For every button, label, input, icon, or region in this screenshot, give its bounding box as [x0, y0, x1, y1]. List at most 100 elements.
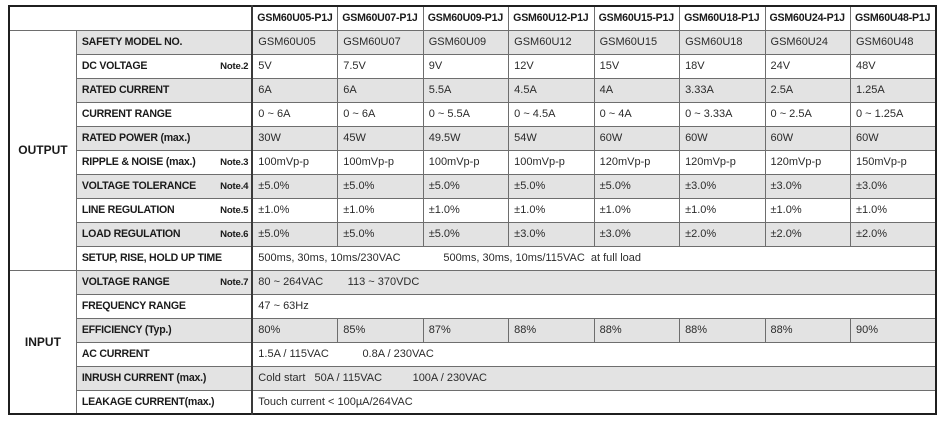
spec-value-cell: 5V	[251, 53, 339, 79]
spec-span-cell: Touch current < 100µA/264VAC	[251, 389, 937, 415]
spec-row: RIPPLE & NOISE (max.) Note.3 100mVp-p 100mV…	[9, 149, 937, 175]
row-label-text: LINE REGULATION	[81, 204, 175, 216]
corner-cell	[8, 5, 254, 31]
spec-value-cell: 88%	[508, 317, 595, 343]
spec-value-cell: 6A	[337, 77, 424, 103]
row-label: INRUSH CURRENT (max.)	[75, 365, 254, 391]
row-label-text: LEAKAGE CURRENT(max.)	[81, 395, 215, 408]
spec-row: RATED CURRENT 6A 6A 5.5A 4.5A 4A 3.33A 2.5A 1.25…	[9, 77, 937, 103]
spec-value-cell: 0 ~ 4A	[593, 101, 681, 127]
spec-row: SETUP, RISE, HOLD UP TIME 500ms, 30ms, 10…	[9, 245, 937, 271]
spec-value-cell: 45W	[337, 125, 424, 151]
model-column-header: GSM60U12-P1J	[508, 5, 595, 31]
spec-span-cell: 80 ~ 264VAC 113 ~ 370VDC	[251, 269, 937, 295]
spec-value-cell: ±3.0%	[849, 173, 937, 199]
spec-row: LINE REGULATION Note.5 ±1.0% ±1.0% ±1.0% ±1.0…	[9, 197, 937, 223]
spec-value-cell: 120mVp-p	[764, 149, 851, 175]
row-label-text: VOLTAGE TOLERANCE	[81, 180, 196, 192]
spec-value-cell: 60W	[764, 125, 851, 151]
spec-value-cell: ±1.0%	[764, 197, 851, 223]
spec-value-cell: 88%	[593, 317, 681, 343]
spec-row: VOLTAGE TOLERANCE Note.4 ±5.0% ±5.0% ±5.0% ±5…	[9, 173, 937, 199]
row-label: SETUP, RISE, HOLD UP TIME	[75, 245, 254, 271]
row-note: Note.5	[220, 204, 249, 216]
row-label-text: AC CURRENT	[81, 348, 150, 360]
spec-value-cell: 0 ~ 3.33A	[679, 101, 766, 127]
spec-value-cell: 0 ~ 4.5A	[508, 101, 595, 127]
spec-value-cell: GSM60U12	[508, 29, 595, 55]
spec-value-cell: GSM60U07	[337, 29, 424, 55]
row-label-text: DC VOLTAGE	[81, 60, 148, 72]
row-label-text: INRUSH CURRENT (max.)	[81, 372, 207, 384]
spec-value-cell: 100mVp-p	[422, 149, 510, 175]
model-column-header: GSM60U09-P1J	[422, 5, 510, 31]
spec-value-cell: 120mVp-p	[593, 149, 681, 175]
row-note: Note.6	[220, 228, 249, 240]
spec-value-cell: GSM60U48	[849, 29, 937, 55]
section-label-output: OUTPUT	[8, 29, 77, 271]
row-label-text: VOLTAGE RANGE	[81, 276, 170, 288]
spec-value-cell: 2.5A	[764, 77, 851, 103]
spec-row: AC CURRENT 1.5A / 115VAC 0.8A / 230VAC	[9, 341, 937, 367]
spec-value-cell: GSM60U18	[679, 29, 766, 55]
spec-value-cell: 7.5V	[337, 53, 424, 79]
spec-value-cell: ±1.0%	[508, 197, 595, 223]
section-label-input: INPUT	[8, 269, 77, 415]
spec-value-cell: 0 ~ 6A	[337, 101, 424, 127]
spec-value-cell: GSM60U24	[764, 29, 851, 55]
spec-value-cell: 5.5A	[422, 77, 510, 103]
spec-value-cell: ±1.0%	[337, 197, 424, 223]
spec-value-cell: ±1.0%	[849, 197, 937, 223]
row-note: Note.3	[220, 156, 249, 168]
spec-table: GSM60U05-P1J GSM60U07-P1J GSM60U09-P1J GSM6…	[8, 5, 937, 415]
row-note: Note.2	[220, 60, 249, 72]
spec-value-cell: ±3.0%	[764, 173, 851, 199]
spec-row: FREQUENCY RANGE 47 ~ 63Hz	[9, 293, 937, 319]
row-label-text: CURRENT RANGE	[81, 108, 172, 120]
spec-value-cell: 54W	[508, 125, 595, 151]
spec-value-cell: 3.33A	[679, 77, 766, 103]
row-label: DC VOLTAGE Note.2	[75, 53, 254, 79]
model-column-header: GSM60U15-P1J	[593, 5, 681, 31]
spec-value-cell: 1.25A	[849, 77, 937, 103]
row-label: RATED CURRENT	[75, 77, 254, 103]
row-label: VOLTAGE RANGE Note.7	[75, 269, 254, 295]
spec-value-cell: 24V	[764, 53, 851, 79]
spec-value-cell: 0 ~ 6A	[251, 101, 339, 127]
spec-row: LOAD REGULATION Note.6 ±5.0% ±5.0% ±5.0% ±3.0…	[9, 221, 937, 247]
spec-value-cell: 150mVp-p	[849, 149, 937, 175]
spec-value-cell: GSM60U05	[251, 29, 339, 55]
spec-value-cell: 120mVp-p	[679, 149, 766, 175]
spec-value-cell: 100mVp-p	[508, 149, 595, 175]
spec-row: EFFICIENCY (Typ.) 80% 85% 87% 88% 88% 88% 88% 90…	[9, 317, 937, 343]
spec-value-cell: 4.5A	[508, 77, 595, 103]
model-column-header: GSM60U48-P1J	[849, 5, 937, 31]
spec-value-cell: ±1.0%	[422, 197, 510, 223]
spec-value-cell: 4A	[593, 77, 681, 103]
spec-value-cell: ±5.0%	[337, 221, 424, 247]
row-label-text: SETUP, RISE, HOLD UP TIME	[81, 252, 222, 264]
model-column-header: GSM60U24-P1J	[764, 5, 851, 31]
spec-span-cell: 47 ~ 63Hz	[251, 293, 937, 319]
row-label-text: RATED CURRENT	[81, 84, 170, 96]
row-label: CURRENT RANGE	[75, 101, 254, 127]
row-label: RIPPLE & NOISE (max.) Note.3	[75, 149, 254, 175]
row-label-text: FREQUENCY RANGE	[81, 300, 186, 312]
spec-row: OUTPUT SAFETY MODEL NO. GSM60U05 GSM60U07 GS…	[8, 29, 937, 271]
spec-row: CURRENT RANGE 0 ~ 6A 0 ~ 6A 0 ~ 5.5A 0 ~ 4.5…	[9, 101, 937, 127]
model-header: GSM60U05-P1J GSM60U07-P1J GSM60U09-P1J GSM6…	[8, 5, 937, 31]
row-label-text: SAFETY MODEL NO.	[81, 36, 183, 48]
spec-value-cell: ±1.0%	[679, 197, 766, 223]
spec-value-cell: 90%	[849, 317, 937, 343]
row-label: LINE REGULATION Note.5	[75, 197, 254, 223]
spec-value-cell: ±3.0%	[508, 221, 595, 247]
spec-value-cell: 60W	[849, 125, 937, 151]
spec-value-cell: 9V	[422, 53, 510, 79]
row-label: AC CURRENT	[75, 341, 254, 367]
spec-span-cell: 500ms, 30ms, 10ms/230VAC 500ms, 30ms, 10…	[251, 245, 937, 271]
model-header-row: GSM60U05-P1J GSM60U07-P1J GSM60U09-P1J GSM6…	[8, 5, 937, 31]
spec-value-cell: 0 ~ 1.25A	[849, 101, 937, 127]
spec-value-cell: 60W	[593, 125, 681, 151]
spec-value-cell: ±1.0%	[593, 197, 681, 223]
row-note: Note.4	[220, 180, 249, 192]
